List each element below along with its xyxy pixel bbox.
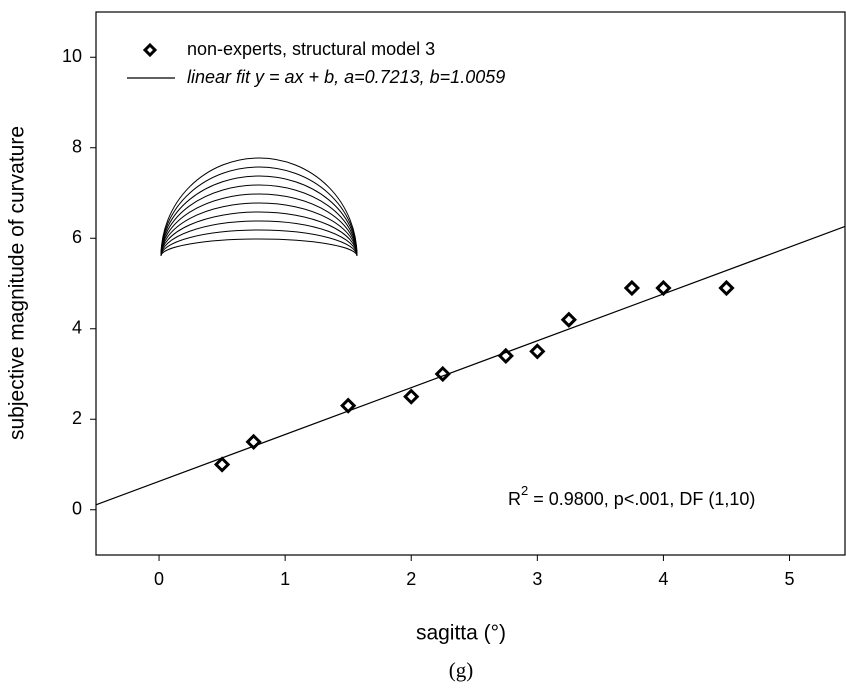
y-tick-label: 8 [72,137,82,157]
x-tick-label: 2 [406,569,416,589]
scatter-point [434,365,451,383]
legend-label: non-experts, structural model 3 [187,39,435,59]
x-tick-label: 4 [658,569,668,589]
caption: (g) [449,658,474,682]
x-tick-label: 0 [154,569,164,589]
inset-arc [160,157,358,257]
scatter-point [213,456,231,473]
x-tick-label: 3 [532,569,542,589]
annotation-rest: = 0.9800, p<.001, DF (1,10) [528,489,755,509]
fit-line [95,225,846,506]
inset-arc [160,166,358,257]
scatter-point [529,343,546,360]
inset-arc [160,229,358,257]
scatter-point [245,433,262,450]
inset-arc [160,184,358,257]
y-tick-label: 4 [72,318,82,338]
inset-arc [160,238,358,257]
plot-frame [95,11,846,556]
x-tick-label: 1 [280,569,290,589]
scatter-point [718,279,735,297]
inset-arc [160,175,358,257]
x-tick-label: 5 [785,569,795,589]
inset-arc [160,193,358,257]
y-tick-label: 2 [72,408,82,428]
scatter-point [560,311,577,328]
annotation-sup: 2 [521,483,528,498]
inset-arcs [160,157,358,257]
legend-label: linear fit y = ax + b, a=0.7213, b=1.005… [187,67,505,87]
legend-marker [142,42,158,58]
inset-arc [160,211,358,257]
annotation: R2 = 0.9800, p<.001, DF (1,10) [508,483,755,508]
x-axis-label: sagitta (°) [416,622,506,645]
scatter-point [623,279,641,297]
annotation-base: R [508,489,521,509]
y-axis-label: subjective magnitude of curvature [6,126,29,440]
y-tick-label: 10 [62,46,82,66]
scatter-point [497,347,514,365]
scatter-point [403,388,420,405]
y-tick-label: 0 [72,499,82,519]
inset-arc [160,202,358,257]
y-tick-label: 6 [72,227,82,247]
inset-arc [160,220,358,257]
